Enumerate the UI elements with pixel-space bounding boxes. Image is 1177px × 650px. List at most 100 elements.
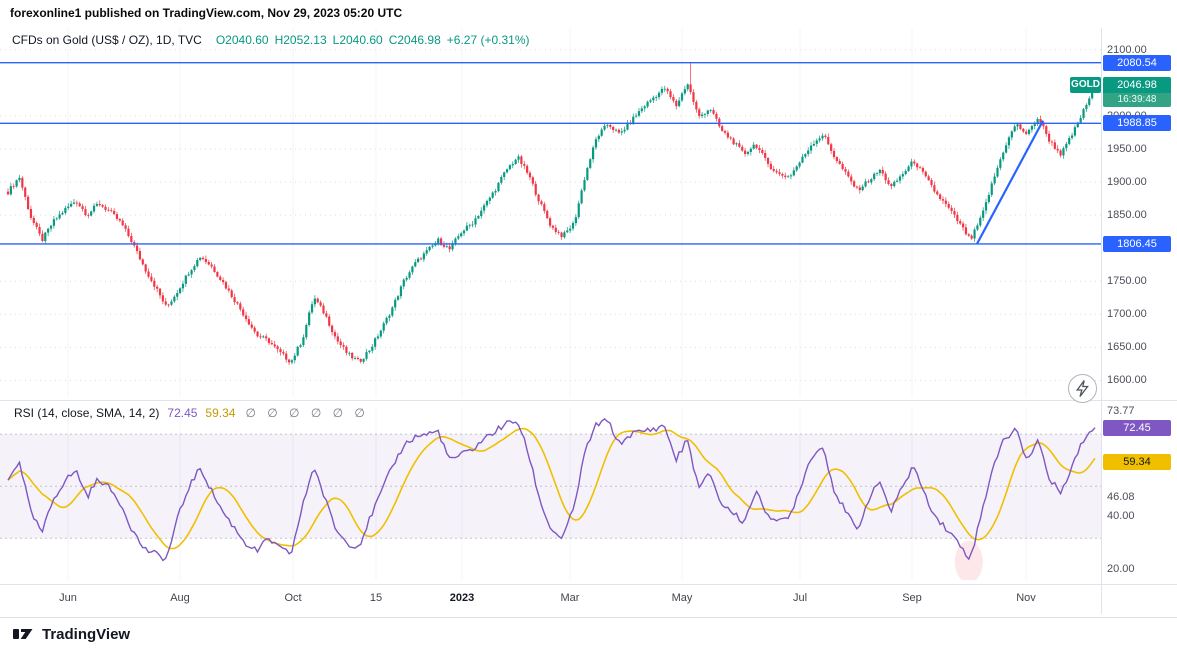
- candle-body: [686, 84, 689, 90]
- candle-body: [993, 176, 996, 184]
- candle-body: [305, 325, 308, 338]
- candle-body: [637, 111, 641, 116]
- candle-body: [660, 88, 664, 93]
- time-axis-label: Oct: [284, 592, 302, 604]
- candle-body: [709, 110, 712, 111]
- price-tick-label: 1850.00: [1107, 209, 1147, 221]
- candle-body: [689, 84, 692, 93]
- candle-body: [141, 259, 144, 265]
- candle-body: [95, 204, 99, 206]
- candle-body: [818, 138, 821, 141]
- candle-body: [267, 338, 271, 344]
- candle-body: [910, 161, 913, 167]
- candle-body: [124, 225, 127, 229]
- candle-body: [1079, 117, 1082, 123]
- candle-body: [807, 150, 810, 154]
- candle-body: [1070, 135, 1074, 138]
- rsi-indicator-pane[interactable]: [0, 408, 1101, 580]
- candle-body: [52, 219, 55, 226]
- rsi-sma-value: 59.34: [205, 406, 236, 420]
- candle-body: [98, 204, 101, 206]
- tradingview-brand-text[interactable]: TradingView: [42, 625, 131, 643]
- candle-body: [388, 315, 391, 318]
- candle-body: [827, 137, 830, 145]
- trend-line[interactable]: [976, 120, 1044, 245]
- candle-body: [362, 358, 365, 362]
- candle-body: [24, 187, 27, 197]
- candle-body: [15, 180, 18, 187]
- candle-body: [144, 264, 147, 272]
- candle-body: [382, 323, 385, 331]
- candle-body: [256, 331, 259, 337]
- candle-body: [184, 275, 187, 284]
- candle-body: [483, 205, 486, 211]
- candle-body: [672, 97, 675, 101]
- trade-lightning-button[interactable]: [1068, 374, 1097, 403]
- time-axis-separator: [0, 584, 1177, 585]
- candle-body: [18, 177, 21, 181]
- candle-body: [374, 338, 377, 347]
- candle-body: [600, 129, 603, 136]
- candle-body: [333, 332, 337, 337]
- candle-body: [270, 343, 273, 345]
- candle-body: [313, 298, 316, 305]
- candle-body: [655, 97, 658, 98]
- candle-body: [330, 325, 334, 333]
- candle-body: [678, 100, 681, 107]
- candle-body: [652, 97, 655, 101]
- price-level-badge: 1988.85: [1103, 115, 1171, 131]
- candle-body: [193, 266, 196, 270]
- candle-body: [924, 171, 927, 177]
- main-price-chart[interactable]: [0, 28, 1101, 397]
- rsi-legend: RSI (14, close, SMA, 14, 2) 72.45 59.34 ∅ ∅…: [14, 406, 369, 420]
- candle-body: [325, 313, 328, 317]
- candle-body: [632, 116, 635, 124]
- candle-body: [101, 205, 104, 207]
- candle-body: [591, 147, 595, 160]
- candle-body: [127, 228, 130, 236]
- candle-body: [242, 309, 245, 316]
- candle-body: [422, 253, 425, 260]
- candle-body: [1065, 143, 1068, 149]
- candle-body: [875, 173, 879, 174]
- candle-body: [904, 171, 907, 175]
- candle-body: [239, 303, 242, 310]
- candle-body: [789, 175, 793, 177]
- candle-body: [884, 173, 887, 181]
- candle-body: [752, 144, 755, 149]
- price-level-badge: 1806.45: [1103, 236, 1171, 252]
- candle-body: [775, 170, 778, 173]
- candle-body: [956, 214, 959, 222]
- candle-body: [428, 246, 431, 251]
- candle-body: [609, 125, 612, 127]
- candle-body: [743, 150, 747, 154]
- tradingview-logo-icon[interactable]: [12, 623, 34, 645]
- candle-body: [970, 235, 973, 239]
- candle-body: [491, 192, 494, 198]
- candle-body: [511, 164, 514, 166]
- candle-body: [990, 183, 993, 195]
- candle-body: [201, 257, 205, 260]
- candle-body: [589, 159, 592, 168]
- candle-body: [488, 197, 491, 201]
- candle-body: [514, 159, 517, 164]
- candle-body: [471, 224, 474, 226]
- rsi-tick-label: 46.08: [1107, 491, 1135, 503]
- candle-body: [147, 271, 150, 277]
- candle-body: [824, 135, 827, 137]
- candle-body: [322, 305, 325, 314]
- close-label: C: [388, 33, 398, 47]
- symbol-title[interactable]: CFDs on Gold (US$ / OZ), 1D, TVC: [12, 33, 202, 47]
- candle-body: [594, 139, 598, 148]
- candle-body: [130, 236, 133, 243]
- candle-body: [916, 163, 919, 168]
- candle-body: [580, 190, 583, 204]
- candle-body: [735, 143, 738, 145]
- candle-body: [250, 324, 253, 328]
- candle-body: [1062, 148, 1065, 156]
- candle-body: [973, 229, 976, 239]
- pane-separator[interactable]: [0, 400, 1177, 401]
- candle-body: [345, 346, 348, 353]
- candle-body: [712, 110, 715, 114]
- rsi-title[interactable]: RSI (14, close, SMA, 14, 2): [14, 406, 160, 420]
